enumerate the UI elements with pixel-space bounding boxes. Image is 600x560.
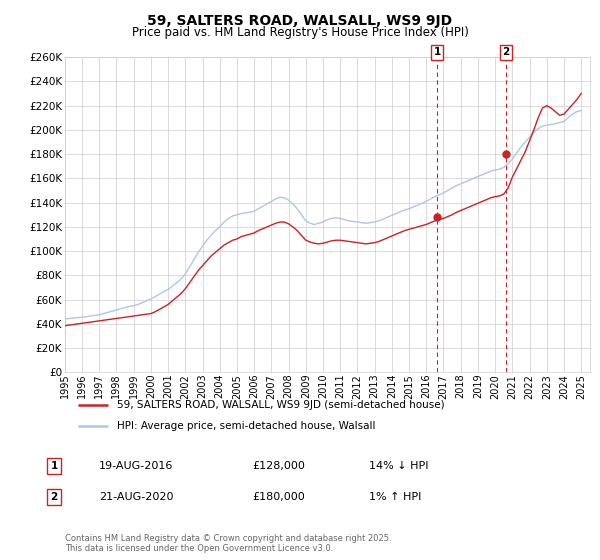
Text: 1: 1 [434, 47, 441, 57]
Text: 14% ↓ HPI: 14% ↓ HPI [369, 461, 428, 471]
Text: HPI: Average price, semi-detached house, Walsall: HPI: Average price, semi-detached house,… [116, 421, 375, 431]
Text: 2: 2 [50, 492, 58, 502]
Text: £180,000: £180,000 [252, 492, 305, 502]
Text: 59, SALTERS ROAD, WALSALL, WS9 9JD (semi-detached house): 59, SALTERS ROAD, WALSALL, WS9 9JD (semi… [116, 400, 444, 410]
Text: 1% ↑ HPI: 1% ↑ HPI [369, 492, 421, 502]
Text: 21-AUG-2020: 21-AUG-2020 [99, 492, 173, 502]
Text: Price paid vs. HM Land Registry's House Price Index (HPI): Price paid vs. HM Land Registry's House … [131, 26, 469, 39]
Text: 2: 2 [502, 47, 509, 57]
Text: £128,000: £128,000 [252, 461, 305, 471]
Text: 59, SALTERS ROAD, WALSALL, WS9 9JD: 59, SALTERS ROAD, WALSALL, WS9 9JD [148, 14, 452, 28]
Text: Contains HM Land Registry data © Crown copyright and database right 2025.
This d: Contains HM Land Registry data © Crown c… [65, 534, 391, 553]
Text: 19-AUG-2016: 19-AUG-2016 [99, 461, 173, 471]
Text: 1: 1 [50, 461, 58, 471]
